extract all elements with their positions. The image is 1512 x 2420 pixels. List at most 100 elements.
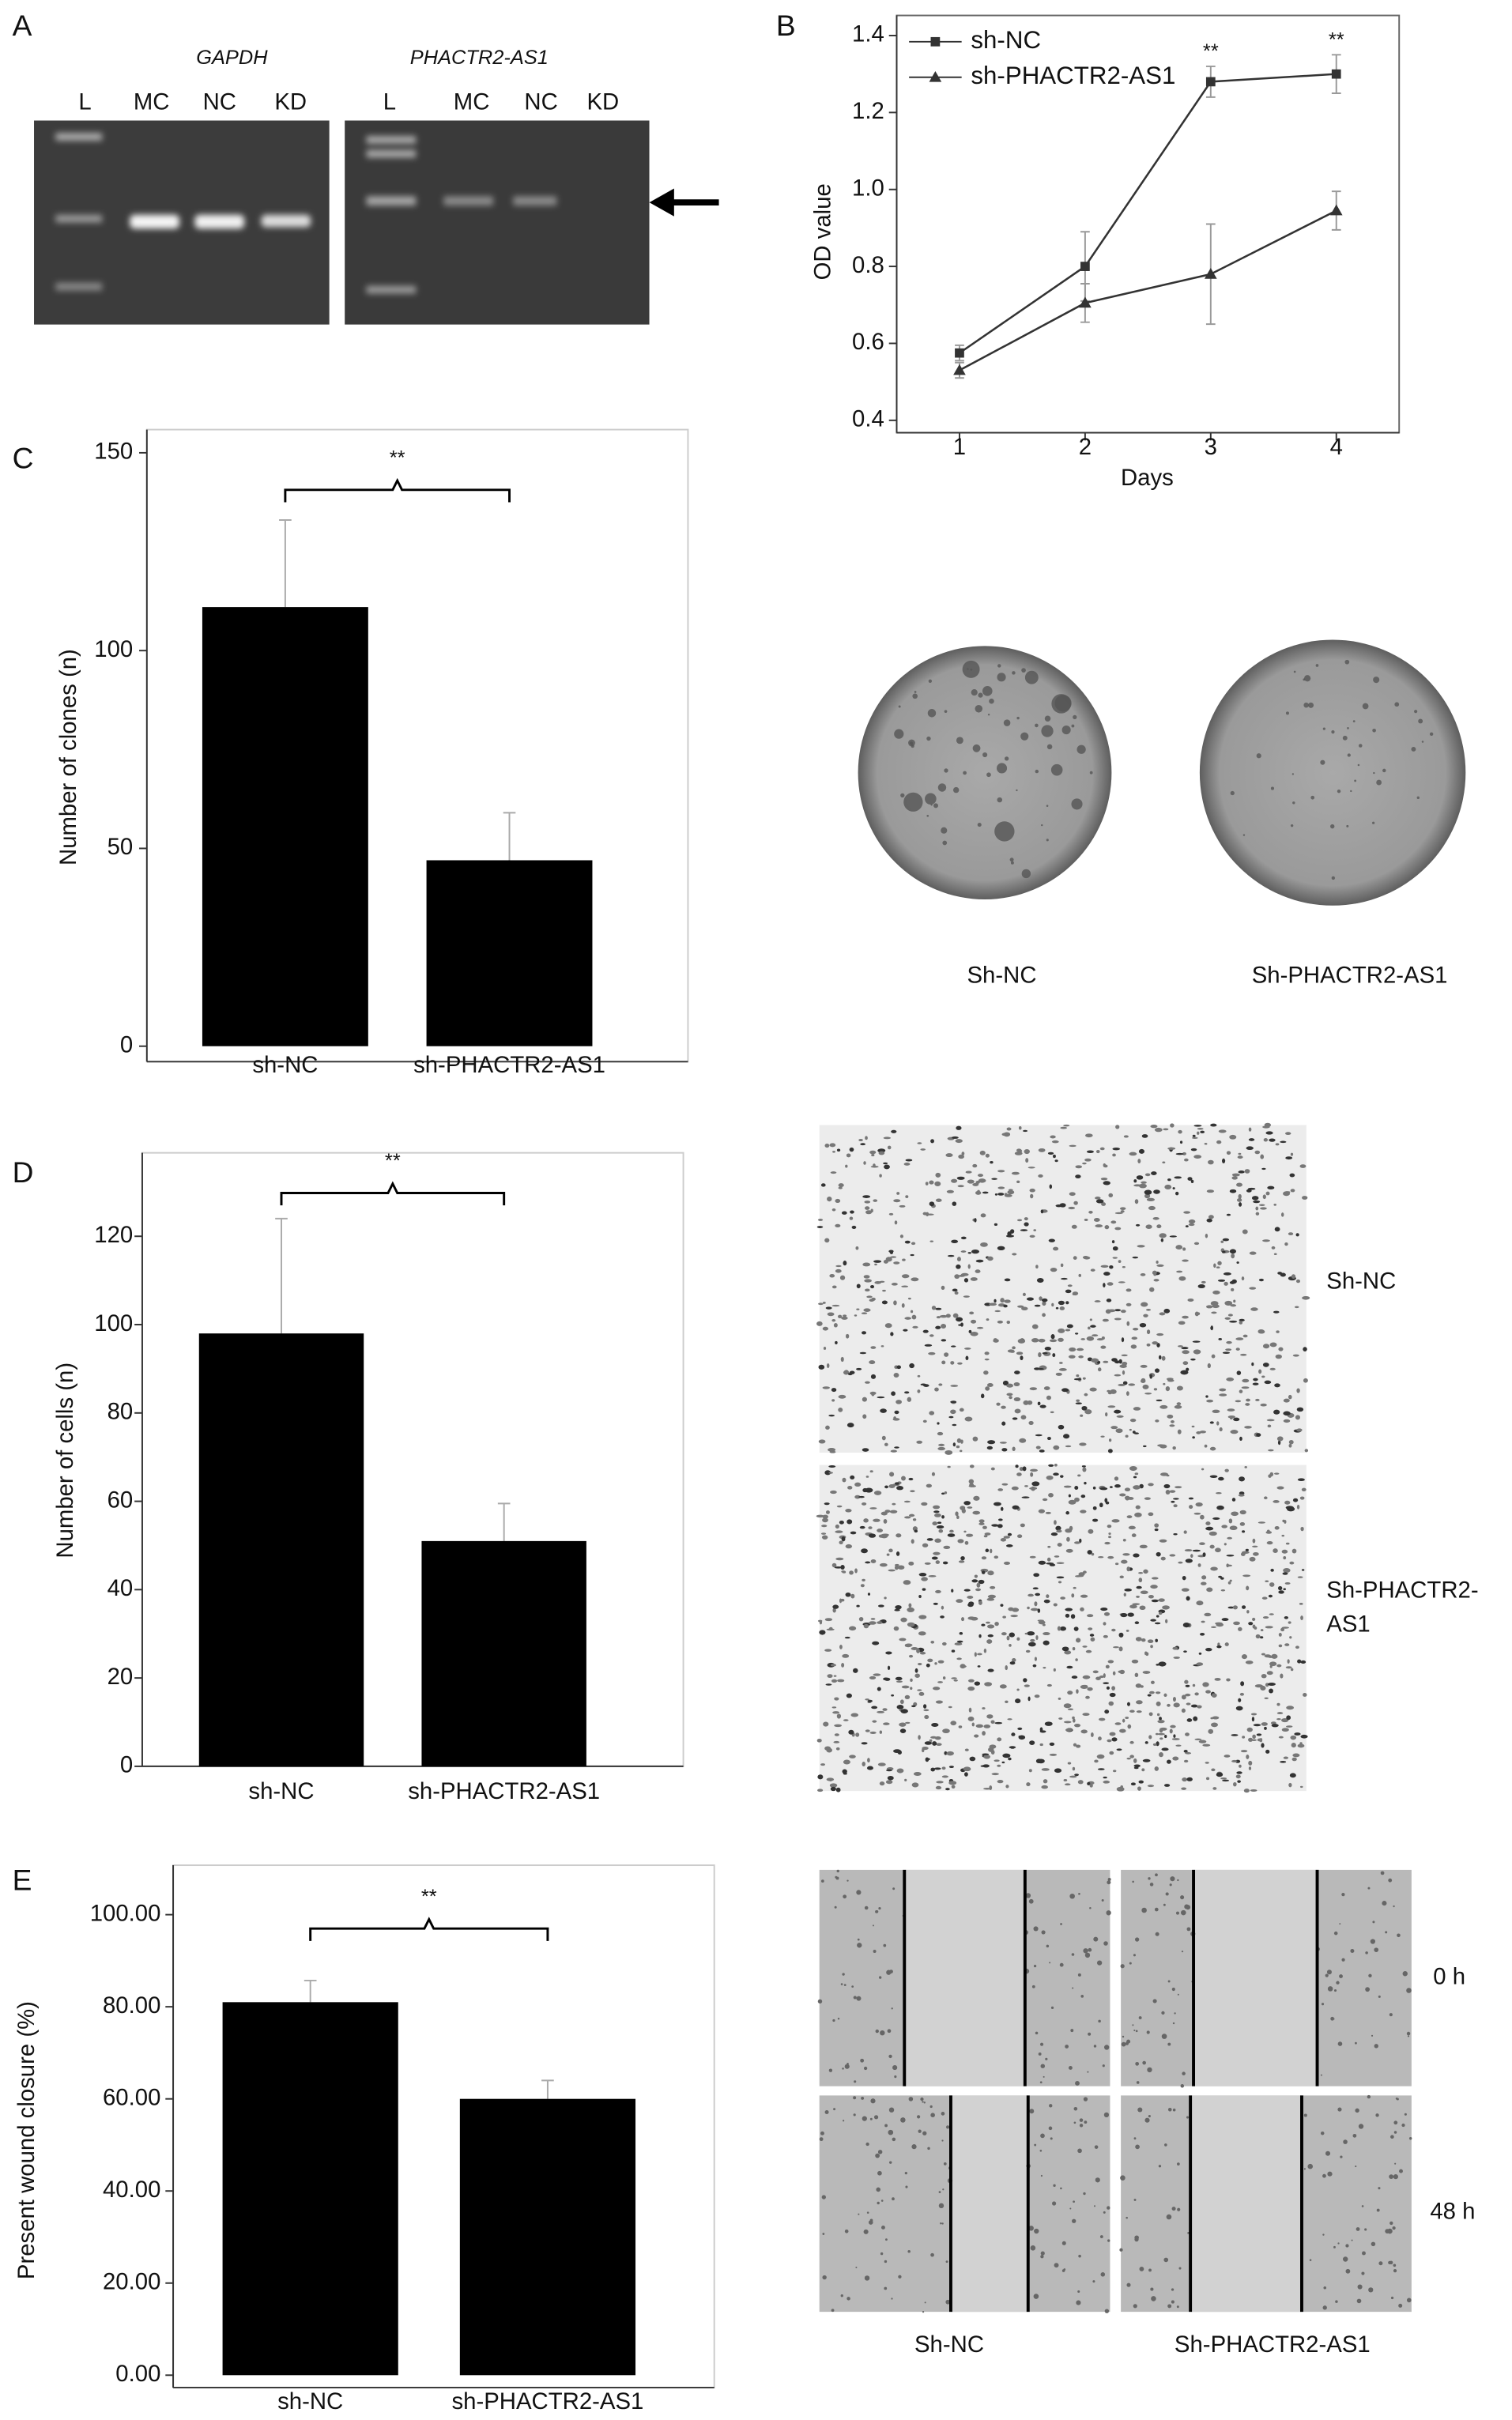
cell [1269,1582,1275,1587]
cell [1074,1774,1079,1777]
cell [1224,1468,1229,1472]
cell [1103,1622,1107,1626]
cell [864,1905,869,1910]
cell [990,1548,993,1554]
cell [1273,1500,1280,1503]
cell [1155,1419,1159,1423]
cell [978,1519,985,1523]
cell [846,1519,853,1525]
cell [1262,1363,1269,1367]
cell [1128,1525,1136,1530]
cell [1002,1380,1009,1386]
cell [941,2139,944,2142]
bar [459,2098,636,2376]
cell [1037,1608,1041,1613]
colony [978,692,983,698]
cell [1155,1873,1158,1877]
cell [1069,1347,1076,1352]
cell [1034,2228,1039,2234]
significance-label: ** [385,1150,401,1172]
cell [1050,1135,1056,1139]
cell [1227,1581,1231,1585]
cell [977,1653,982,1656]
cell [904,1391,910,1394]
colony [1382,768,1386,773]
cell [831,1562,837,1568]
cell [1210,1566,1218,1571]
bar [421,1540,586,1766]
cell [1174,1176,1182,1179]
cell [1103,2211,1106,2214]
cell [870,1374,877,1379]
cell [984,1532,991,1536]
cell [869,2218,873,2222]
cell [861,1548,868,1554]
cell [991,1773,999,1776]
cell [1216,1491,1222,1495]
cell [883,1162,888,1165]
wound-gap [904,1869,1025,2086]
cell [950,1361,955,1365]
cell [903,1163,911,1166]
cell [970,1277,978,1281]
cell [862,1397,867,1402]
cell [1390,2296,1394,2300]
cell [840,2294,843,2297]
cell [1236,1261,1239,1264]
cell [836,1505,843,1508]
cell [1197,1563,1201,1567]
cell [889,1472,895,1477]
cell [1205,1690,1211,1694]
cell [963,1530,967,1533]
cell [1072,1766,1076,1771]
cell [1080,1684,1088,1689]
cell [947,1254,955,1257]
cell [1104,2309,1110,2313]
cell [951,1785,956,1789]
cell [1171,2207,1176,2211]
cell [1083,1948,1088,1954]
cell [1098,2019,1101,2023]
colony [1394,702,1400,707]
cell [863,1161,866,1165]
cell [1127,1612,1134,1617]
cell [1375,2113,1379,2117]
cell [911,1242,916,1246]
cell [986,1714,994,1719]
cell [1099,2235,1103,2238]
cell [1082,1467,1087,1472]
cell [1076,1689,1079,1694]
cell [1082,1162,1087,1165]
cell [1068,1206,1076,1210]
cell [1165,1489,1171,1495]
cell [1087,1687,1093,1691]
lane-label: MC [134,89,170,115]
cell [1067,1691,1073,1695]
cell [1072,2218,1076,2223]
cell [1027,1606,1030,1610]
colony [1346,824,1349,827]
cell [864,2275,870,2281]
cell [1222,1351,1231,1354]
cell [1181,1787,1187,1790]
cell [1220,1589,1226,1592]
cell [1023,1678,1027,1683]
cell [1125,1717,1129,1720]
cell [1321,2003,1325,2006]
cell [1152,1270,1157,1275]
cell [1197,1128,1204,1130]
cell [1372,1921,1375,1924]
cell [1016,1688,1020,1691]
cell [1220,1777,1227,1780]
cell [862,2116,867,2121]
cell [1154,1523,1159,1528]
cell [988,1747,994,1752]
cell [856,1284,861,1289]
cell [1032,1664,1037,1668]
cell [846,1153,851,1158]
marker [1080,262,1090,271]
cell [958,1154,965,1159]
cell [1130,1344,1137,1349]
cell [824,1618,833,1622]
cell [1299,1742,1303,1745]
